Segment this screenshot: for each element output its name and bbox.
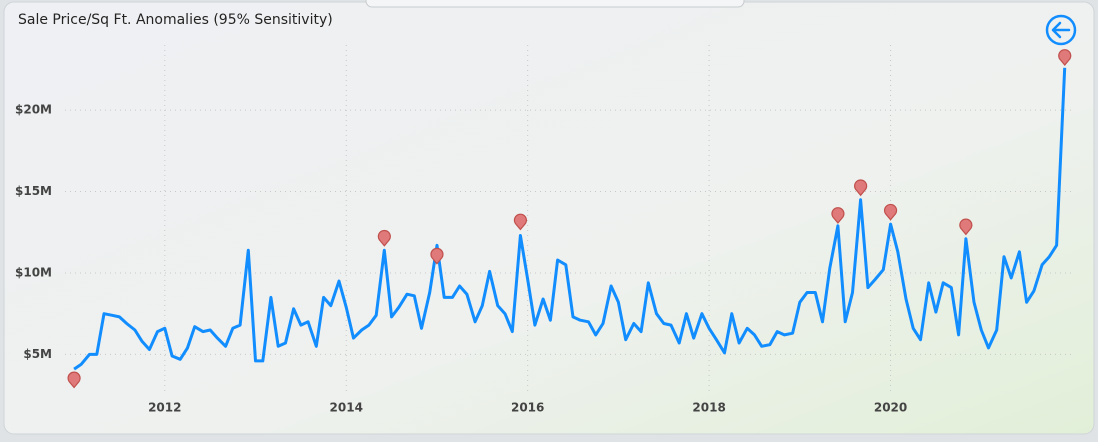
y-tick-label: $20M xyxy=(15,103,52,117)
y-tick-label: $15M xyxy=(15,184,52,198)
x-tick-label: 2014 xyxy=(330,401,363,415)
anomaly-marker xyxy=(959,218,973,236)
x-tick-label: 2020 xyxy=(874,401,907,415)
anomaly-marker xyxy=(430,247,444,265)
y-tick-label: $10M xyxy=(15,265,52,279)
anomaly-marker xyxy=(513,213,527,231)
popup-edge xyxy=(365,0,745,8)
anomaly-marker xyxy=(67,371,81,389)
card xyxy=(3,1,1095,435)
anomaly-marker xyxy=(854,179,868,197)
x-tick-label: 2016 xyxy=(511,401,544,415)
back-button[interactable] xyxy=(1045,14,1077,46)
anomaly-marker xyxy=(883,203,898,221)
anomaly-marker xyxy=(831,207,845,224)
line-series xyxy=(73,67,1067,371)
y-tick-label: $5M xyxy=(23,347,52,361)
x-tick-label: 2012 xyxy=(148,401,181,415)
chart-title: Sale Price/Sq Ft. Anomalies (95% Sensiti… xyxy=(18,12,333,28)
x-tick-label: 2018 xyxy=(692,401,725,415)
anomaly-marker xyxy=(1058,49,1072,66)
anomaly-marker xyxy=(377,229,391,247)
